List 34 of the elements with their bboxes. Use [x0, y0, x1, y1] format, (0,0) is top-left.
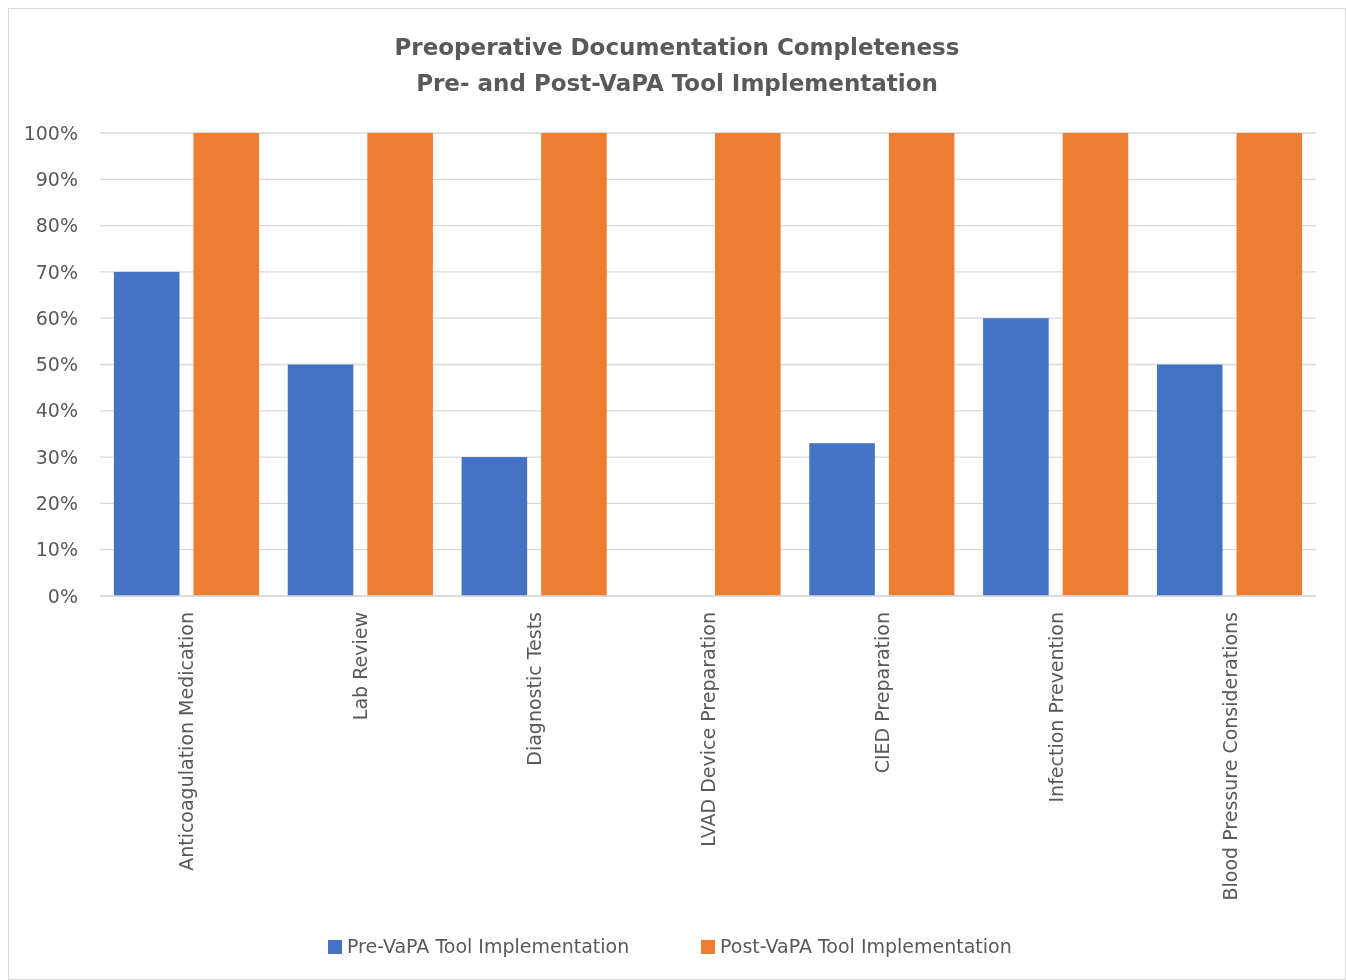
legend-label: Post-VaPA Tool Implementation [720, 935, 1012, 957]
y-tick-label: 60% [35, 306, 78, 329]
y-tick-label: 20% [35, 492, 78, 515]
y-tick-label: 0% [47, 584, 78, 607]
x-tick-label: CIED Preparation [870, 612, 893, 774]
bar [113, 271, 180, 596]
bar [461, 457, 528, 596]
chart-title: Preoperative Documentation Completeness Pre- and Post-VaPA Tool Implementation [394, 34, 960, 96]
bar [287, 364, 354, 596]
y-tick-label: 10% [35, 538, 78, 561]
bar [983, 318, 1049, 596]
y-tick-label: 80% [35, 214, 78, 237]
x-tick-label: Anticoagulation Medication [175, 612, 198, 871]
x-tick-label: Lab Review [349, 612, 372, 721]
y-tick-label: 90% [35, 167, 78, 190]
legend-label: Pre-VaPA Tool Implementation [347, 935, 630, 957]
y-tick-label: 30% [35, 445, 78, 468]
bar [541, 133, 607, 596]
x-tick-label: Infection Prevention [1044, 612, 1067, 803]
y-tick-label: 40% [35, 399, 78, 422]
y-tick-label: 100% [23, 121, 78, 144]
bar [367, 133, 433, 596]
bar [715, 133, 781, 596]
y-tick-label: 50% [35, 353, 78, 376]
bar [888, 133, 955, 596]
bar [809, 443, 875, 596]
y-tick-label: 70% [35, 260, 78, 283]
x-tick-label: LVAD Device Preparation [697, 612, 719, 847]
bar [1236, 133, 1303, 596]
bar [1062, 133, 1129, 596]
bar [193, 133, 260, 596]
x-tick-label: Blood Pressure Considerations [1218, 612, 1241, 901]
x-tick-label: Diagnostic Tests [523, 612, 546, 766]
bar [1156, 364, 1223, 596]
